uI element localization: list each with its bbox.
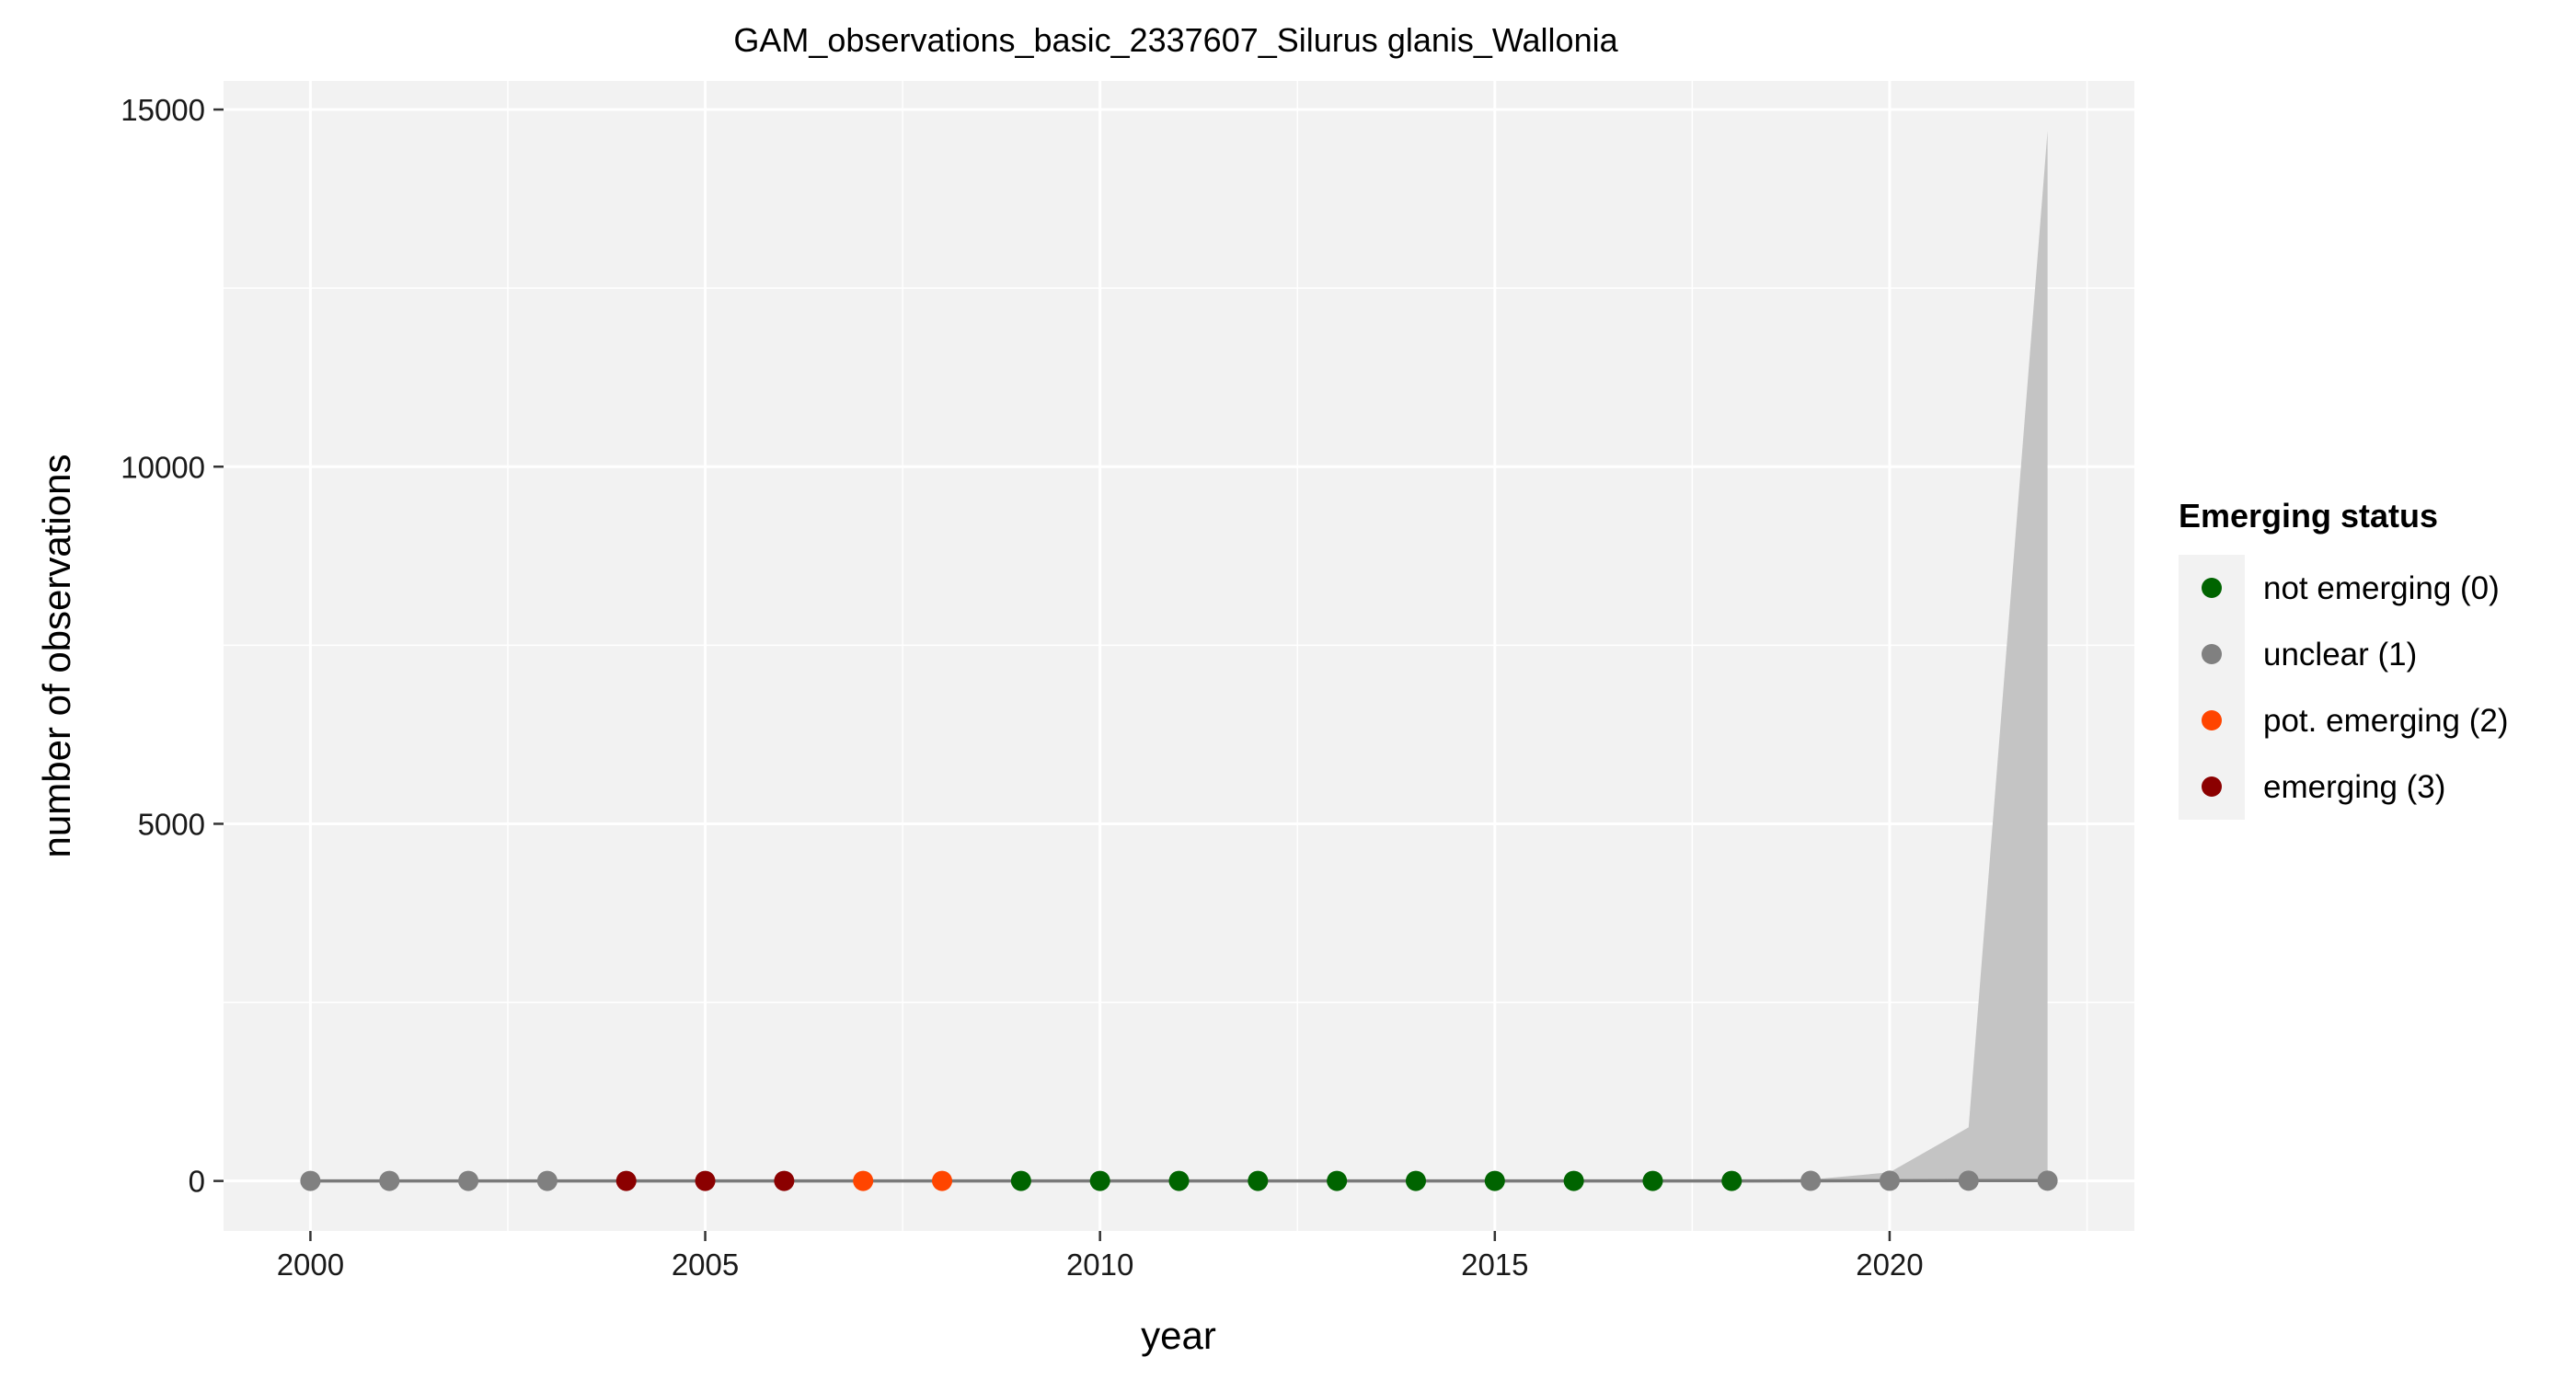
- data-point: [2037, 1170, 2058, 1191]
- data-point: [1721, 1170, 1742, 1191]
- y-tick-label: 5000: [138, 807, 205, 841]
- data-point: [379, 1170, 400, 1191]
- y-tick-label: 15000: [121, 93, 205, 127]
- data-point: [1089, 1170, 1110, 1191]
- y-axis-title: number of observations: [35, 454, 78, 858]
- legend-swatch: [2202, 710, 2222, 730]
- legend-label: unclear (1): [2263, 637, 2417, 673]
- plot-panel: [224, 81, 2134, 1231]
- data-point: [1168, 1170, 1190, 1191]
- data-point: [774, 1170, 795, 1191]
- data-point: [853, 1170, 874, 1191]
- data-point: [1248, 1170, 1269, 1191]
- data-point: [1879, 1170, 1900, 1191]
- y-axis: 0 5000 10000 15000: [121, 93, 224, 1199]
- data-point: [458, 1170, 479, 1191]
- x-tick-label: 2020: [1856, 1248, 1923, 1282]
- legend-item: unclear (1): [2179, 621, 2417, 687]
- x-tick-label: 2010: [1066, 1248, 1133, 1282]
- legend-label: not emerging (0): [2263, 570, 2500, 606]
- x-tick-label: 2015: [1461, 1248, 1528, 1282]
- data-point: [300, 1170, 321, 1191]
- y-tick-label: 10000: [121, 450, 205, 484]
- data-point: [932, 1170, 953, 1191]
- legend-title: Emerging status: [2179, 497, 2438, 535]
- data-point: [1484, 1170, 1505, 1191]
- legend-item: pot. emerging (2): [2179, 687, 2509, 753]
- data-point: [615, 1170, 637, 1191]
- legend-label: emerging (3): [2263, 769, 2445, 805]
- legend-label: pot. emerging (2): [2263, 703, 2509, 739]
- data-point: [1958, 1170, 1979, 1191]
- legend-swatch: [2202, 578, 2222, 598]
- legend-swatch: [2202, 776, 2222, 797]
- legend-swatch: [2202, 644, 2222, 664]
- data-point: [1563, 1170, 1584, 1191]
- data-point: [1405, 1170, 1426, 1191]
- legend-item: not emerging (0): [2179, 555, 2500, 621]
- data-point: [1010, 1170, 1031, 1191]
- x-axis: 2000 2005 2010 2015 2020: [277, 1231, 1924, 1282]
- legend-item: emerging (3): [2179, 753, 2445, 820]
- points-layer: [300, 1170, 2058, 1191]
- chart-title: GAM_observations_basic_2337607_Silurus g…: [733, 21, 1618, 59]
- grid-minor: [224, 81, 2134, 1231]
- x-tick-label: 2000: [277, 1248, 344, 1282]
- data-point: [1327, 1170, 1348, 1191]
- data-point: [695, 1170, 716, 1191]
- x-axis-title: year: [1141, 1314, 1216, 1357]
- legend-items: not emerging (0) unclear (1) pot. emerging…: [2179, 555, 2509, 820]
- data-point: [536, 1170, 558, 1191]
- legend: Emerging status not emerging (0) unclear …: [2179, 497, 2509, 820]
- data-point: [1800, 1170, 1822, 1191]
- y-tick-label: 0: [189, 1165, 205, 1199]
- x-tick-label: 2005: [672, 1248, 739, 1282]
- data-point: [1642, 1170, 1663, 1191]
